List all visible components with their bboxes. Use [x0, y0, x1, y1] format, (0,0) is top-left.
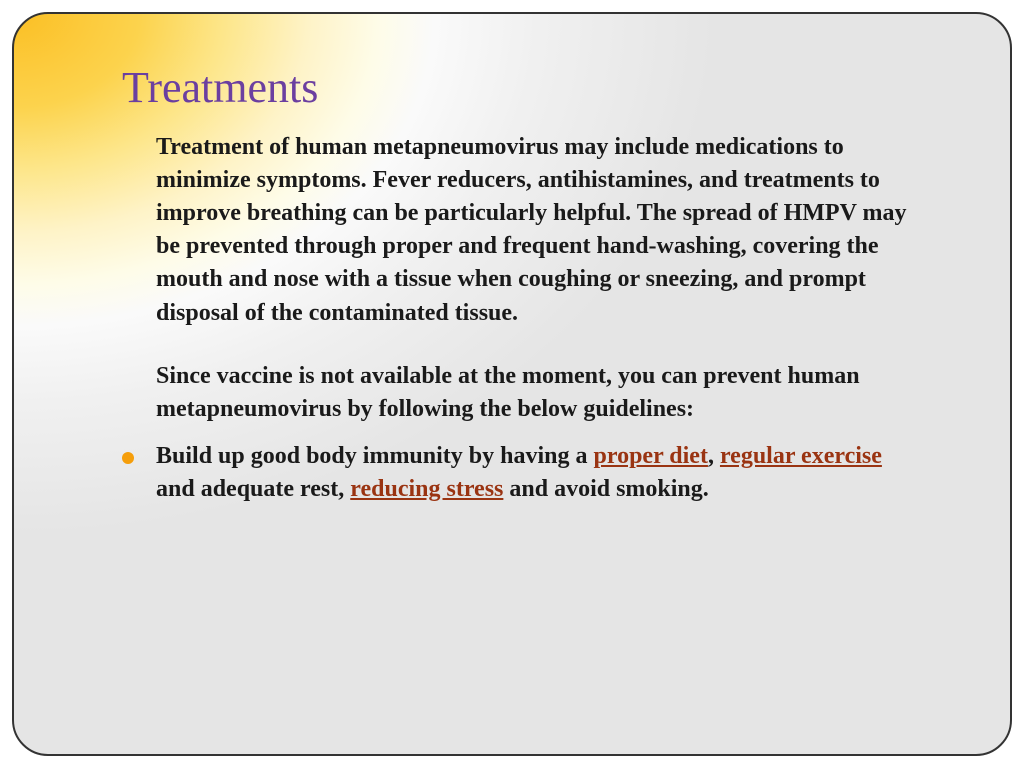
slide-title: Treatments [122, 62, 940, 113]
bullet-seg-1: Build up good body immunity by having a [156, 443, 594, 469]
bullet-icon [122, 452, 134, 464]
link-reducing-stress[interactable]: reducing stress [350, 476, 503, 502]
bullet-item: Build up good body immunity by having a … [122, 440, 920, 506]
link-proper-diet[interactable]: proper diet [594, 443, 708, 469]
bullet-seg-2: , [708, 443, 720, 469]
slide-inner: Treatments Treatment of human metapneumo… [12, 12, 1012, 756]
slide-frame: Treatments Treatment of human metapneumo… [0, 0, 1024, 768]
bullet-seg-4: and avoid smoking. [503, 476, 708, 502]
bullet-seg-3: and adequate rest, [156, 476, 350, 502]
paragraph-2: Since vaccine is not available at the mo… [156, 360, 920, 426]
link-regular-exercise[interactable]: regular exercise [720, 443, 882, 469]
paragraph-1: Treatment of human metapneumovirus may i… [156, 131, 920, 330]
slide-body: Treatment of human metapneumovirus may i… [84, 131, 940, 506]
bullet-text: Build up good body immunity by having a … [156, 440, 920, 506]
